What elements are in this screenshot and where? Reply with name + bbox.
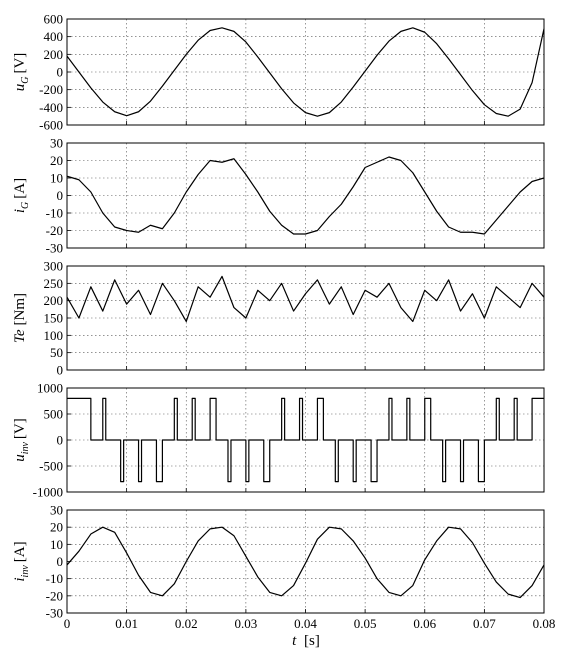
series-line-3: [66, 275, 545, 323]
y-tick-label: -20: [46, 588, 63, 603]
y-tick-label: 20: [50, 520, 63, 535]
series-line-5: [66, 526, 545, 599]
x-tick-label: 0.02: [175, 616, 198, 631]
panel-4: -1000 -500 0 500 1000 uinv[V]: [12, 381, 545, 500]
y-tick-label: 100: [44, 328, 64, 343]
y-tick-label: 30: [50, 136, 63, 151]
y-tick-label: 0: [57, 363, 64, 378]
x-tick-label: 0.01: [115, 616, 138, 631]
y-tick-label: 0: [57, 433, 64, 448]
y-tick-label: 10: [50, 171, 63, 186]
y-tick-label: 500: [44, 407, 64, 422]
y-tick-label: -600: [39, 118, 63, 133]
y-tick-label: -10: [46, 206, 63, 221]
x-axis-labels: 0 0.01 0.02 0.03 0.04 0.05 0.06 0.07 0.08: [64, 616, 556, 631]
series-line-2: [66, 156, 545, 235]
y-tick-label: 20: [50, 153, 63, 168]
y-tick-label: -20: [46, 223, 63, 238]
panel-2: -30 -20 -10 0 10 20 30 iG[A]: [12, 136, 545, 256]
x-tick-label: 0.06: [413, 616, 436, 631]
axes-frame: [66, 387, 545, 493]
y-tick-label: -30: [46, 241, 63, 256]
y-axis-title: Te[Nm]: [12, 293, 28, 343]
panel-5: -30 -20 -10 0 10 20 30 iinv[A]: [12, 503, 545, 621]
y-tick-label: 400: [44, 29, 64, 44]
x-tick-label: 0: [64, 616, 71, 631]
x-tick-label: 0.08: [533, 616, 556, 631]
y-tick-label: 150: [44, 311, 64, 326]
panel-1: -600 -400 -200 0 200 400 600 uG[V]: [12, 12, 545, 133]
y-tick-label: 0: [57, 188, 64, 203]
y-tick-label: 50: [50, 345, 63, 360]
y-tick-label: -200: [39, 82, 63, 97]
y-tick-label: -10: [46, 571, 63, 586]
x-axis-title: t [s]: [292, 633, 320, 649]
x-tick-label: 0.03: [235, 616, 258, 631]
y-tick-label: 0: [57, 554, 64, 569]
y-tick-label: -400: [39, 100, 63, 115]
y-axis-title: uG[V]: [12, 53, 31, 92]
y-tick-label: 250: [44, 276, 64, 291]
x-tick-label: 0.07: [473, 616, 496, 631]
axes-frame: [66, 142, 545, 249]
series-line-1: [66, 27, 545, 117]
panel-3: 0 50 100 150 200 250 300 Te[Nm]: [12, 259, 545, 378]
y-axis-title: iG[A]: [12, 178, 31, 213]
axes-frame: [66, 509, 545, 614]
y-tick-label: 200: [44, 47, 64, 62]
y-tick-label: 1000: [37, 381, 63, 396]
x-tick-label: 0.04: [294, 616, 317, 631]
y-tick-label: -30: [46, 606, 63, 621]
y-axis-title: iinv[A]: [12, 541, 31, 581]
y-tick-label: 200: [44, 293, 64, 308]
x-tick-label: 0.05: [354, 616, 377, 631]
series-line-4: [67, 397, 544, 483]
y-tick-label: 0: [57, 65, 64, 80]
y-tick-label: 600: [44, 12, 64, 27]
y-tick-label: 300: [44, 259, 64, 274]
y-tick-label: -500: [39, 459, 63, 474]
y-axis-title: uinv[V]: [12, 418, 31, 462]
y-tick-label: 30: [50, 503, 63, 518]
y-tick-label: 10: [50, 537, 63, 552]
axes-frame: [66, 265, 545, 371]
axes-frame: [66, 18, 545, 126]
y-tick-label: -1000: [33, 485, 63, 500]
